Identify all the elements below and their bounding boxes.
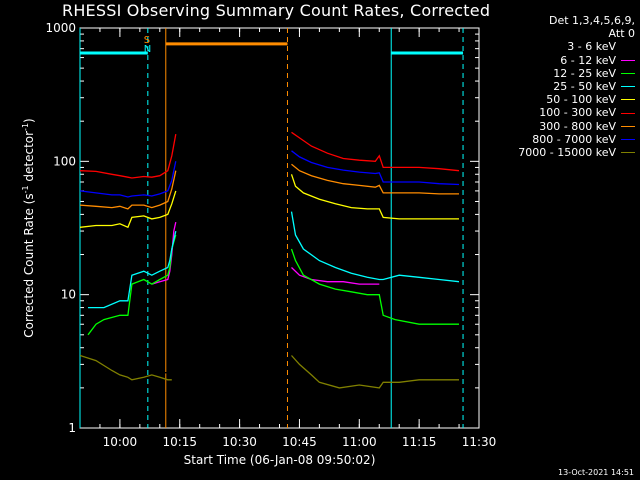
legend-swatch <box>621 59 635 61</box>
series-line <box>291 131 460 172</box>
state-mark: S <box>144 35 150 46</box>
legend-label: 25 - 50 keV <box>553 80 616 94</box>
y-tick-label: 1000 <box>45 21 76 35</box>
series-line <box>291 355 459 389</box>
legend-swatch <box>621 46 635 48</box>
x-tick-label: 11:15 <box>402 435 437 449</box>
legend-entry: 7000 - 15000 keV <box>480 146 635 159</box>
series-line <box>80 161 177 198</box>
series-line <box>151 221 177 285</box>
x-axis-label: Start Time (06-Jan-08 09:50:02) <box>184 453 376 467</box>
legend-entry: 300 - 800 keV <box>480 120 635 133</box>
legend-entry: 6 - 12 keV <box>480 54 635 67</box>
legend-header: Att 0 <box>608 27 635 41</box>
legend-label: 50 - 100 keV <box>546 93 616 107</box>
legend-label: 3 - 6 keV <box>567 40 616 54</box>
x-tick-label: 10:45 <box>282 435 317 449</box>
series-line <box>291 267 380 285</box>
series-line <box>290 211 460 283</box>
series-line <box>290 248 459 325</box>
series-line <box>291 150 460 186</box>
series-line <box>80 133 177 179</box>
legend-swatch <box>621 72 635 74</box>
series-line <box>291 163 459 195</box>
legend-label: 7000 - 15000 keV <box>518 146 616 160</box>
legend-entry: 3 - 6 keV <box>480 40 635 53</box>
series-line <box>80 170 177 210</box>
legend-label: 100 - 300 keV <box>539 106 616 120</box>
legend-entry: 100 - 300 keV <box>480 106 635 119</box>
series-line <box>290 174 459 220</box>
series-line <box>290 307 380 349</box>
x-tick-label: 11:30 <box>462 435 497 449</box>
legend-swatch <box>621 138 635 140</box>
timestamp: 13-Oct-2021 14:51 <box>558 468 634 477</box>
y-axis-label: Corrected Count Rate (s-1 detector-1) <box>21 118 36 337</box>
plot-frame <box>79 27 480 429</box>
legend-label: 300 - 800 keV <box>539 119 616 133</box>
y-tick-label: 1 <box>68 421 76 435</box>
chart-title: RHESSI Observing Summary Count Rates, Co… <box>62 1 491 20</box>
legend-entry: 25 - 50 keV <box>480 80 635 93</box>
series-line <box>88 230 177 309</box>
legend-entry: 12 - 25 keV <box>480 67 635 80</box>
legend-entry: 50 - 100 keV <box>480 93 635 106</box>
legend-entry: 800 - 7000 keV <box>480 133 635 146</box>
legend-label: 6 - 12 keV <box>560 53 616 67</box>
legend-label: 800 - 7000 keV <box>532 132 616 146</box>
series-line <box>80 354 172 381</box>
y-tick-label: 100 <box>53 154 76 168</box>
x-tick-label: 10:00 <box>103 435 138 449</box>
series-line <box>80 190 177 229</box>
x-tick-label: 10:30 <box>222 435 257 449</box>
series-line <box>87 234 177 336</box>
series-line <box>151 231 177 376</box>
legend-swatch <box>621 99 635 101</box>
y-tick-label: 10 <box>61 288 76 302</box>
legend-swatch <box>621 125 635 127</box>
legend-swatch <box>621 86 635 88</box>
x-tick-label: 10:15 <box>162 435 197 449</box>
legend-swatch <box>621 152 635 154</box>
legend-label: 12 - 25 keV <box>553 66 616 80</box>
legend-header: Det 1,3,4,5,6,9, <box>548 14 635 27</box>
state-mark: N <box>144 44 151 55</box>
legend-swatch <box>621 112 635 114</box>
x-tick-label: 11:00 <box>342 435 377 449</box>
